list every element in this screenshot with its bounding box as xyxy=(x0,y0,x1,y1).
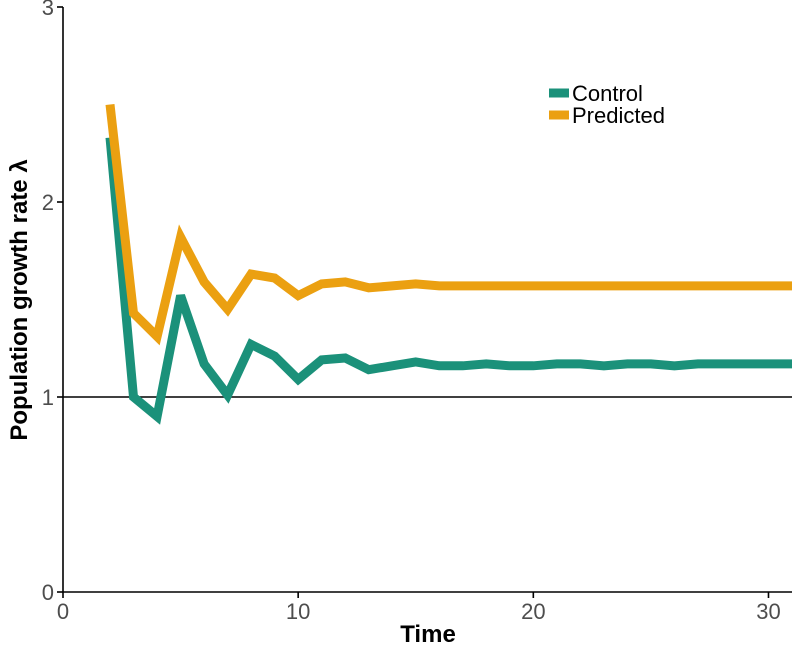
plot-area xyxy=(63,103,792,425)
y-tick-label: 2 xyxy=(42,190,54,215)
y-tick-label: 0 xyxy=(42,580,54,605)
x-tick-label: 0 xyxy=(57,599,69,624)
legend-label-control: Control xyxy=(572,81,643,106)
series-line-control xyxy=(105,137,792,425)
x-tick-label: 10 xyxy=(286,599,310,624)
x-axis-title: Time xyxy=(400,621,456,648)
y-tick-label: 1 xyxy=(42,385,54,410)
series-line-predicted xyxy=(105,103,792,346)
x-tick-label: 20 xyxy=(521,599,545,624)
legend-label-predicted: Predicted xyxy=(572,103,665,128)
y-tick-label: 3 xyxy=(42,0,54,20)
y-axis-title: Population growth rate λ xyxy=(6,159,33,440)
x-tick-label: 30 xyxy=(756,599,780,624)
